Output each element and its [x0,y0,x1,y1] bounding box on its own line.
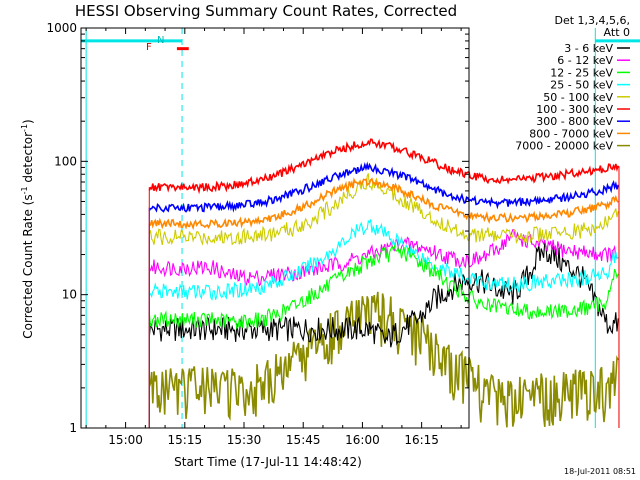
series-100-300-kev [148,138,620,428]
y-tick-label: 10 [62,288,77,302]
y-axis-label-mid: detector [21,132,35,187]
legend-label: 50 - 100 keV [543,91,613,104]
series-layer [148,138,620,428]
series-line [148,138,619,195]
y-axis-label-sup-1: -1 [20,186,29,194]
y-axis: 1 10 100 1000 [46,21,469,435]
y-tick-label: 100 [54,154,77,168]
legend-label: 6 - 12 keV [557,54,613,67]
series-line [148,219,619,301]
chart-title: HESSI Observing Summary Count Rates, Cor… [75,2,457,20]
legend-label: 25 - 50 keV [550,79,613,92]
plot-area: F N 15:00 15:15 15:30 15:45 16:00 16:15 1 10 10… [46,21,640,447]
x-axis-label: Start Time (17-Jul-11 14:48:42) [174,455,362,469]
series-line [148,161,619,213]
x-tick-label: 15:45 [286,433,321,447]
footer-timestamp: 18-Jul-2011 08:51 [564,467,636,476]
flag-f-label: F [146,42,152,53]
plot-frame [80,27,470,429]
attenuator-segments [81,39,640,51]
series-line [148,291,619,428]
y-axis-label-main: Corrected Count Rate (s [21,194,35,338]
x-tick-label: 16:00 [345,433,380,447]
x-tick-label: 15:15 [168,433,203,447]
legend-label: 800 - 7000 keV [529,127,613,140]
y-tick-label: 1 [69,421,77,435]
series-line [148,173,619,246]
legend-label: 100 - 300 keV [536,103,613,116]
y-axis-label-sup-2: -1 [20,124,29,132]
y-axis-label: Corrected Count Rate (s-1 detector-1) [20,119,35,338]
legend-header-line-2: Att 0 [604,26,630,39]
y-tick-label: 1000 [46,21,77,35]
x-tick-label: 15:00 [108,433,143,447]
flag-n-label: N [157,35,164,46]
y-axis-label-close: ) [21,119,35,124]
x-tick-label: 15:30 [227,433,262,447]
x-axis: 15:00 15:15 15:30 15:45 16:00 16:15 [85,28,462,447]
legend-label: 300 - 800 keV [536,115,613,128]
legend-label: 3 - 6 keV [564,42,613,55]
series-line [149,177,619,231]
legend-label: 7000 - 20000 keV [515,140,613,153]
legend-header-line-1: Det 1,3,4,5,6, [554,14,630,27]
x-tick-label: 16:15 [404,433,439,447]
series-line [148,244,619,330]
legend-label: 12 - 25 keV [550,66,613,79]
series-line [148,229,619,287]
series-line [148,241,619,348]
